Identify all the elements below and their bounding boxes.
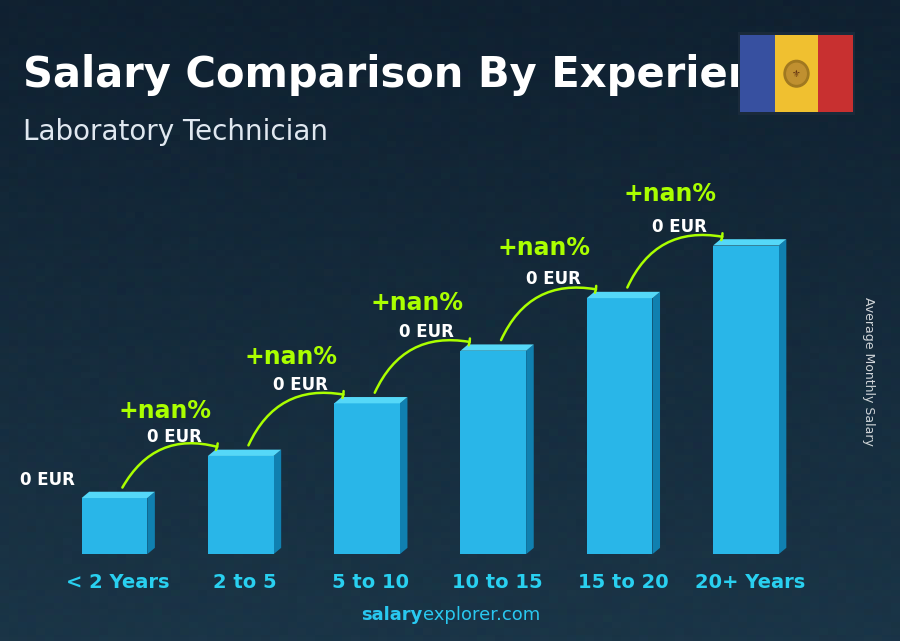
Text: +nan%: +nan% <box>245 345 338 369</box>
Text: 10 to 15: 10 to 15 <box>452 574 543 592</box>
Text: 0 EUR: 0 EUR <box>147 428 202 446</box>
Bar <box>587 298 652 554</box>
Bar <box>713 246 778 554</box>
Text: +nan%: +nan% <box>371 290 464 315</box>
Bar <box>208 456 274 554</box>
Polygon shape <box>526 344 534 554</box>
Text: 0 EUR: 0 EUR <box>273 376 328 394</box>
Bar <box>741 35 776 112</box>
Text: Average Monthly Salary: Average Monthly Salary <box>862 297 875 446</box>
Polygon shape <box>208 449 281 456</box>
Text: 0 EUR: 0 EUR <box>652 218 707 236</box>
Text: 5 to 10: 5 to 10 <box>332 574 410 592</box>
Circle shape <box>787 63 806 84</box>
Polygon shape <box>587 292 660 298</box>
Bar <box>461 351 526 554</box>
Circle shape <box>784 60 809 87</box>
Text: salary: salary <box>362 606 423 624</box>
Bar <box>334 403 400 554</box>
FancyBboxPatch shape <box>735 29 858 119</box>
Polygon shape <box>713 239 787 246</box>
Text: 15 to 20: 15 to 20 <box>578 574 669 592</box>
Polygon shape <box>400 397 408 554</box>
Text: 0 EUR: 0 EUR <box>526 271 581 288</box>
Text: Laboratory Technician: Laboratory Technician <box>23 118 328 146</box>
Bar <box>817 35 852 112</box>
Text: +nan%: +nan% <box>497 237 590 260</box>
Polygon shape <box>334 397 408 403</box>
Text: < 2 Years: < 2 Years <box>67 574 170 592</box>
Text: +nan%: +nan% <box>118 399 212 423</box>
Text: ⚜: ⚜ <box>792 69 801 79</box>
Bar <box>82 498 148 554</box>
Text: explorer.com: explorer.com <box>423 606 540 624</box>
Text: 20+ Years: 20+ Years <box>695 574 805 592</box>
Polygon shape <box>148 492 155 554</box>
Polygon shape <box>82 492 155 498</box>
Text: 0 EUR: 0 EUR <box>21 471 76 489</box>
Text: Salary Comparison By Experience: Salary Comparison By Experience <box>23 54 810 97</box>
Text: 2 to 5: 2 to 5 <box>212 574 276 592</box>
Text: +nan%: +nan% <box>624 182 716 206</box>
Polygon shape <box>778 239 787 554</box>
Text: 0 EUR: 0 EUR <box>400 323 454 341</box>
Polygon shape <box>274 449 281 554</box>
Polygon shape <box>461 344 534 351</box>
Bar <box>776 35 817 112</box>
Polygon shape <box>652 292 660 554</box>
